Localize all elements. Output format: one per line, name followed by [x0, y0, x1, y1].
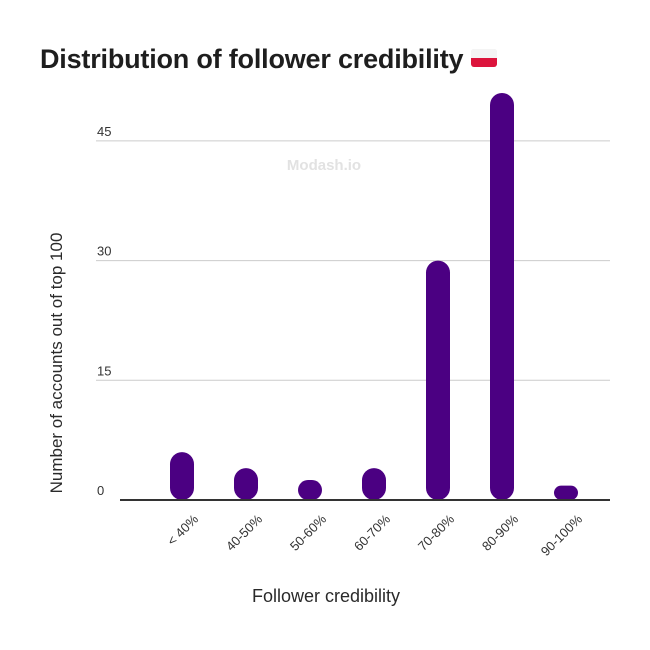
chart-title: Distribution of follower credibility	[40, 44, 498, 75]
x-tick-label-2: 50-60%	[287, 511, 330, 554]
x-tick-label-5: 80-90%	[479, 511, 522, 554]
bar-2	[298, 480, 322, 500]
y-tick-label-30: 30	[97, 244, 111, 259]
x-tick-label-1: 40-50%	[223, 511, 266, 554]
y-tick-label-0: 0	[97, 483, 104, 498]
y-tick-labels: 0 15 30 45	[97, 124, 111, 498]
bars	[170, 93, 578, 500]
gridlines	[96, 140, 610, 381]
poland-flag-icon	[471, 48, 498, 67]
x-tick-label-3: 60-70%	[351, 511, 394, 554]
bar-4	[426, 260, 450, 500]
y-tick-label-15: 15	[97, 363, 111, 378]
bar-1	[234, 468, 258, 500]
bar-3	[362, 468, 386, 500]
x-tick-label-6: 90-100%	[538, 511, 586, 559]
bar-6	[554, 485, 578, 500]
y-axis-label: Number of accounts out of top 100	[47, 233, 66, 494]
bar-5	[490, 93, 514, 500]
chart-title-text: Distribution of follower credibility	[40, 44, 464, 74]
watermark: Modash.io	[287, 157, 361, 174]
x-tick-label-4: 70-80%	[415, 511, 458, 554]
y-tick-label-45: 45	[97, 124, 111, 139]
x-tick-labels: < 40% 40-50% 50-60% 60-70% 70-80% 80-90% 90-10…	[164, 511, 585, 559]
bar-0	[170, 452, 194, 500]
x-tick-label-0: < 40%	[164, 511, 201, 548]
x-axis-label: Follower credibility	[252, 586, 400, 606]
